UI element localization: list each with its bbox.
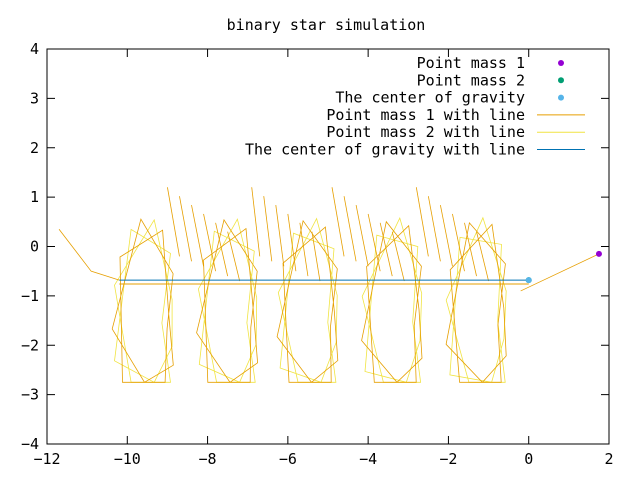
trajectory-segment xyxy=(311,231,321,282)
trajectory-segment xyxy=(452,213,465,272)
legend-entry: Point mass 2 xyxy=(417,71,564,89)
trajectory-segment xyxy=(287,213,297,272)
x-tick-label: −12 xyxy=(33,450,60,468)
legend-entry: Point mass 1 with line xyxy=(326,106,585,124)
legend-label: Point mass 1 with line xyxy=(326,106,525,124)
legend-entry: The center of gravity xyxy=(335,89,564,107)
trajectory-segment xyxy=(355,204,369,267)
trajectory-segment xyxy=(427,196,441,262)
trajectory-tail xyxy=(58,228,120,281)
trajectory-loop xyxy=(445,222,507,383)
trajectory-segment xyxy=(464,222,477,277)
legend-entry: The center of gravity with line xyxy=(245,141,585,159)
x-tick-label: 0 xyxy=(524,450,533,468)
y-tick-label: 3 xyxy=(30,89,39,107)
legend-label: Point mass 2 with line xyxy=(326,123,525,141)
trajectory-segment xyxy=(227,231,241,282)
trajectory-segment xyxy=(415,187,429,257)
x-tick-label: −6 xyxy=(279,450,297,468)
trajectory-segment xyxy=(367,213,381,272)
y-tick-label: 1 xyxy=(30,188,39,206)
trajectory-loop xyxy=(445,216,507,383)
trajectory-segment xyxy=(440,204,453,267)
trajectory-loop xyxy=(361,220,423,383)
legend-entry: Point mass 2 with line xyxy=(326,123,585,141)
final-point xyxy=(595,250,602,257)
x-tick-label: −4 xyxy=(359,450,377,468)
legend-label: The center of gravity with line xyxy=(245,141,525,159)
trajectory-segment xyxy=(179,196,192,262)
trajectory-segment xyxy=(167,187,180,257)
trajectory-loop xyxy=(276,219,339,383)
y-tick-label: 0 xyxy=(30,238,39,256)
y-tick-label: −4 xyxy=(21,435,39,453)
trajectory-segment xyxy=(343,196,357,262)
legend-marker xyxy=(558,77,564,84)
trajectory-segment xyxy=(191,204,204,267)
trajectory-segment xyxy=(263,196,273,262)
y-tick-label: 4 xyxy=(30,40,39,58)
x-tick-label: −2 xyxy=(439,450,457,468)
trajectory-segment xyxy=(379,222,393,277)
y-tick-label: −3 xyxy=(21,386,39,404)
trajectory-segment xyxy=(275,204,285,267)
legend-label: Point mass 2 xyxy=(417,71,525,89)
trajectory-segment xyxy=(251,187,261,257)
y-tick-label: −2 xyxy=(21,336,39,354)
chart-title: binary star simulation xyxy=(227,16,426,34)
legend-entry: Point mass 1 xyxy=(417,54,564,72)
trajectory-loop xyxy=(277,217,338,383)
trajectory-segment xyxy=(203,213,216,272)
trajectory-tail xyxy=(520,253,600,292)
trajectory-loop xyxy=(114,218,173,383)
legend-label: The center of gravity xyxy=(335,89,525,107)
plot-area xyxy=(58,187,602,383)
legend-marker xyxy=(558,94,564,101)
trajectory-segment xyxy=(215,222,229,277)
trajectory-segment xyxy=(391,231,405,282)
point-marker xyxy=(595,250,602,257)
x-tick-label: −10 xyxy=(114,450,141,468)
trajectory-loop xyxy=(361,216,423,383)
legend-label: Point mass 1 xyxy=(417,54,525,72)
trajectory-segment xyxy=(331,187,345,257)
x-tick-label: −8 xyxy=(199,450,217,468)
trajectory-loop xyxy=(111,218,174,383)
y-tick-label: −1 xyxy=(21,287,39,305)
final-point xyxy=(525,277,532,284)
x-tick-label: 2 xyxy=(604,450,613,468)
trajectory-segment xyxy=(299,222,309,277)
y-tick-label: 2 xyxy=(30,139,39,157)
trajectory-loop xyxy=(196,218,259,383)
point-marker xyxy=(525,277,532,284)
trajectory-segment xyxy=(476,231,489,282)
legend-marker xyxy=(558,60,564,66)
